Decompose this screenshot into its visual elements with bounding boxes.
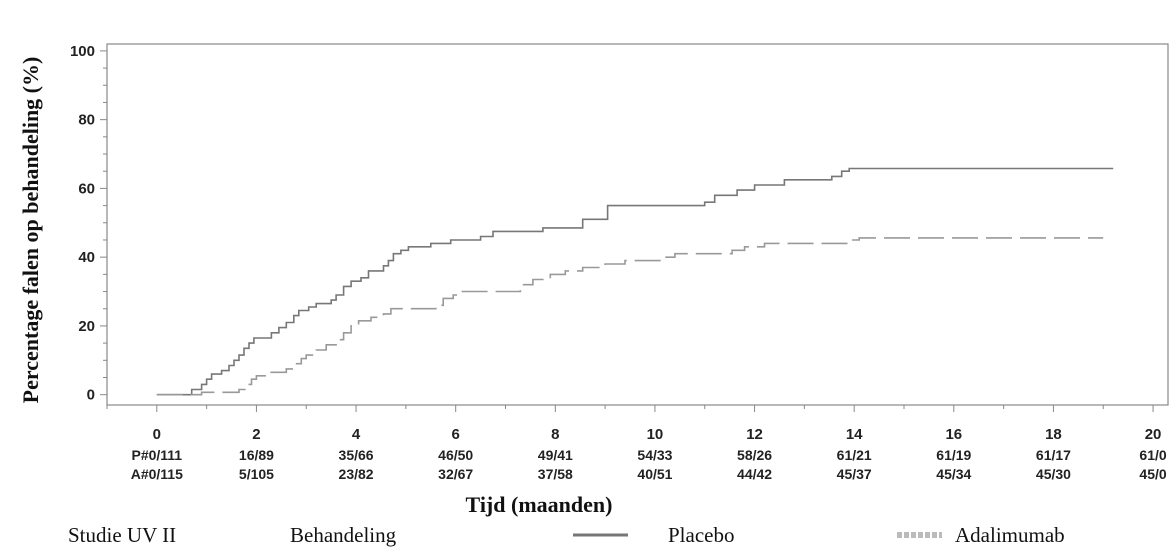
risk-cell: A#0/115 — [131, 466, 183, 482]
risk-cell: 61/17 — [1036, 447, 1071, 463]
risk-cell: 45/0 — [1139, 466, 1166, 482]
legend-study: Studie UV II — [68, 523, 176, 547]
x-tick-label: 18 — [1045, 426, 1062, 443]
risk-cell: 32/67 — [438, 466, 473, 482]
risk-cell: 61/0 — [1139, 447, 1166, 463]
y-tick-label: 20 — [78, 318, 95, 335]
risk-cell: 44/42 — [737, 466, 772, 482]
risk-cell: 5/105 — [239, 466, 274, 482]
y-tick-label: 0 — [87, 387, 95, 404]
legend-placebo-label: Placebo — [668, 523, 734, 547]
risk-cell: 61/19 — [936, 447, 971, 463]
x-tick-label: 10 — [647, 426, 664, 443]
risk-cell: 40/51 — [637, 466, 672, 482]
legend-treatment-label: Behandeling — [290, 523, 397, 547]
y-tick-label: 80 — [78, 112, 95, 129]
legend: Studie UV II Behandeling Placebo Adalimu… — [68, 523, 1065, 547]
risk-cell: 46/50 — [438, 447, 473, 463]
plot-area — [106, 43, 1169, 406]
x-tick-label: 2 — [252, 426, 260, 443]
risk-cell: 45/34 — [936, 466, 971, 482]
x-tick-label: 14 — [846, 426, 863, 443]
series-layer — [156, 167, 1114, 396]
risk-cell: 58/26 — [737, 447, 772, 463]
y-axis-title: Percentage falen op behandeling (%) — [18, 57, 43, 404]
y-axis-ticks: 0 20 40 60 80 100 — [70, 43, 107, 404]
risk-cell: 45/37 — [837, 466, 872, 482]
risk-cell: 23/82 — [339, 466, 374, 482]
x-axis-title: Tijd (maanden) — [466, 492, 613, 517]
x-tick-label: 20 — [1145, 426, 1162, 443]
x-tick-label: 8 — [551, 426, 559, 443]
risk-cell: 45/30 — [1036, 466, 1071, 482]
x-tick-label: 16 — [945, 426, 962, 443]
risk-cell: 49/41 — [538, 447, 573, 463]
risk-cell: 37/58 — [538, 466, 573, 482]
legend-adalimumab-label: Adalimumab — [955, 523, 1065, 547]
risk-cell: 61/21 — [837, 447, 872, 463]
plot-frame — [106, 43, 1169, 406]
y-tick-label: 60 — [78, 180, 95, 197]
series-line-placebo — [156, 167, 1114, 396]
x-tick-label: 6 — [452, 426, 460, 443]
x-tick-label: 4 — [352, 426, 361, 443]
risk-cell: 35/66 — [339, 447, 374, 463]
risk-cell: 54/33 — [637, 447, 672, 463]
series-line-adalimumab — [156, 237, 1104, 396]
risk-cell: 16/89 — [239, 447, 274, 463]
risk-cell: P#0/111 — [131, 447, 182, 463]
y-tick-label: 40 — [78, 249, 95, 266]
y-tick-label: 100 — [70, 43, 95, 60]
x-tick-label: 0 — [153, 426, 161, 443]
x-tick-label: 12 — [746, 426, 763, 443]
risk-table: P#0/111 16/89 35/66 46/50 49/41 54/33 58/26 61/… — [131, 447, 1167, 482]
x-axis-ticks: 0 2 4 6 8 10 12 14 16 18 20 — [106, 405, 1162, 443]
